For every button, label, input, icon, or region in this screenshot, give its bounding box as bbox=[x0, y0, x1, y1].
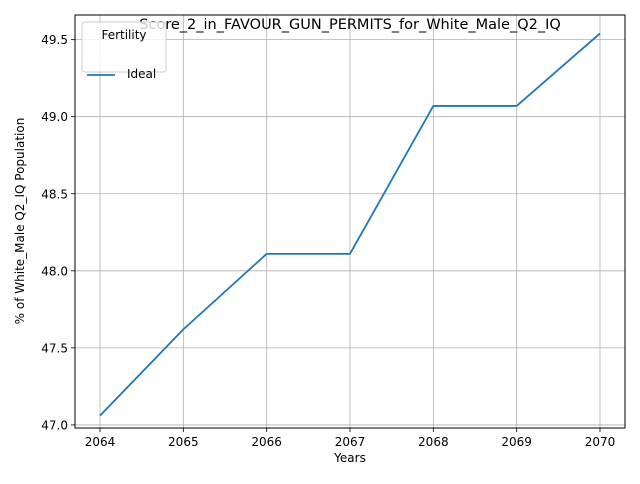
x-axis-label: Years bbox=[333, 451, 366, 465]
y-tick-label: 47.5 bbox=[41, 341, 68, 355]
chart-title: Score_2_in_FAVOUR_GUN_PERMITS_for_White_… bbox=[139, 17, 561, 33]
x-tick-label: 2068 bbox=[418, 435, 449, 449]
x-tick-label: 2065 bbox=[168, 435, 199, 449]
y-tick-label: 47.0 bbox=[41, 418, 68, 432]
x-tick-label: 2069 bbox=[501, 435, 532, 449]
x-tick-label: 2064 bbox=[85, 435, 116, 449]
legend-title: Fertility bbox=[101, 28, 146, 42]
y-tick-label: 49.0 bbox=[41, 110, 68, 124]
x-tick-label: 2070 bbox=[585, 435, 616, 449]
legend: Fertility Ideal bbox=[82, 22, 166, 81]
x-tick-label: 2067 bbox=[335, 435, 366, 449]
y-tick-label: 48.0 bbox=[41, 264, 68, 278]
legend-entry-ideal: Ideal bbox=[127, 67, 156, 81]
x-tick-label: 2066 bbox=[251, 435, 282, 449]
y-tick-label: 48.5 bbox=[41, 187, 68, 201]
y-tick-label: 49.5 bbox=[41, 33, 68, 47]
y-axis-label: % of White_Male Q2_IQ Population bbox=[13, 118, 27, 325]
